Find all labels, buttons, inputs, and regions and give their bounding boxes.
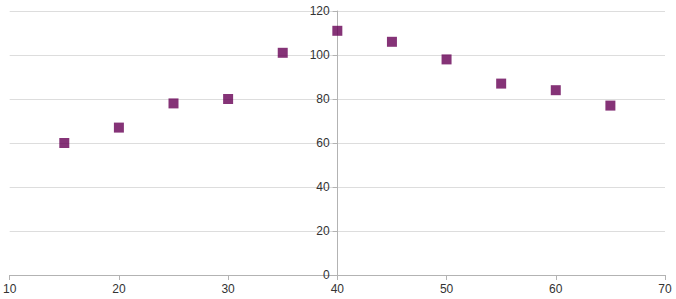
- svg-text:70: 70: [658, 282, 672, 296]
- svg-text:60: 60: [316, 136, 330, 150]
- svg-text:50: 50: [440, 282, 454, 296]
- svg-text:120: 120: [310, 4, 330, 18]
- svg-text:60: 60: [549, 282, 563, 296]
- svg-text:80: 80: [316, 92, 330, 106]
- svg-text:20: 20: [316, 224, 330, 238]
- svg-text:10: 10: [3, 282, 17, 296]
- svg-text:20: 20: [112, 282, 126, 296]
- svg-text:40: 40: [331, 282, 345, 296]
- svg-text:0: 0: [323, 268, 330, 282]
- svg-text:100: 100: [310, 48, 330, 62]
- svg-text:30: 30: [221, 282, 235, 296]
- svg-text:40: 40: [316, 180, 330, 194]
